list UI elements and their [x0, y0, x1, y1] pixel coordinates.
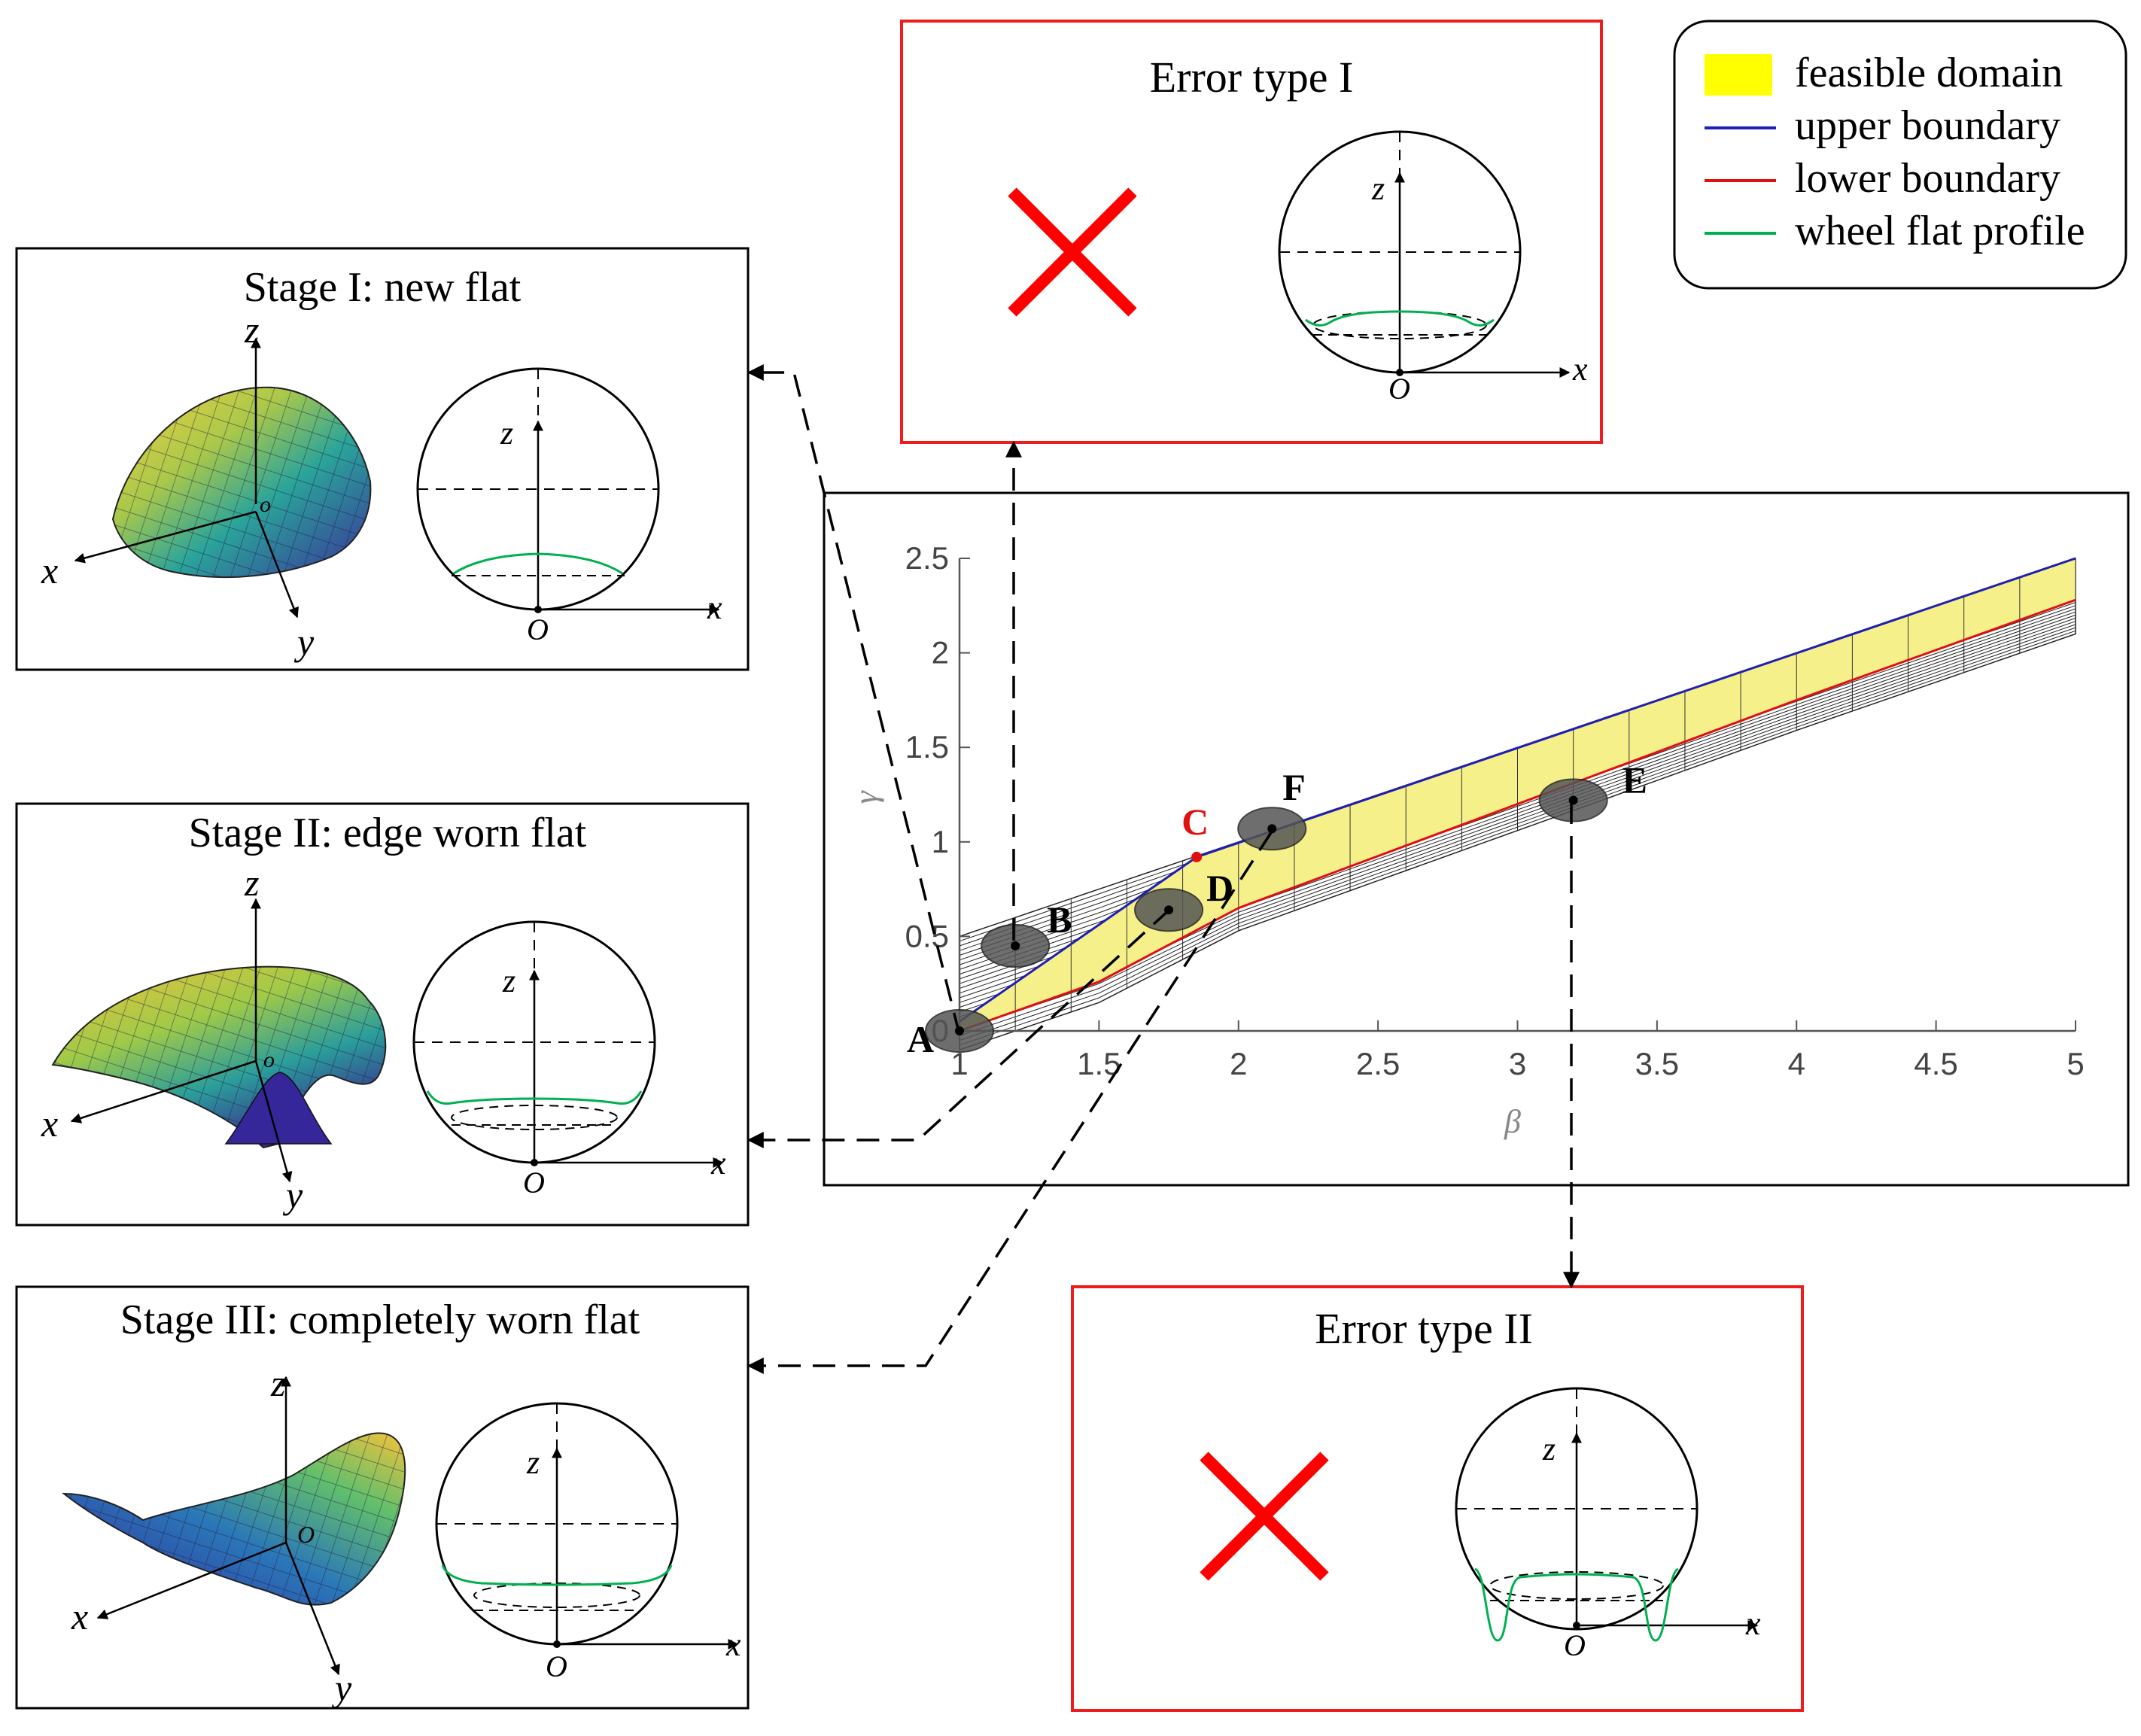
stage1-wheel-origin: O — [527, 613, 549, 646]
stage1-origin-label: o — [260, 492, 271, 517]
legend-label-upper: upper boundary — [1795, 102, 2060, 149]
stage2-y-label: y — [282, 1174, 303, 1216]
error2-wheel: z O x — [1455, 1387, 1761, 1662]
stage2-title: Stage II: edge worn flat — [189, 810, 587, 856]
stage2-wheel-x: x — [710, 1145, 726, 1181]
y-tick-label: 2.5 — [905, 540, 949, 576]
stage1-wheel-x: x — [707, 589, 722, 626]
stage2-surface: z x y o — [41, 862, 387, 1216]
x-tick-label: 3.5 — [1635, 1046, 1679, 1081]
panel-error-type-2: Error type II z O x — [1071, 1285, 1804, 1712]
connector-d-stage2 — [747, 908, 1172, 1148]
error1-origin-label: O — [1388, 372, 1410, 406]
stage3-y-label: y — [331, 1667, 352, 1709]
connectors — [747, 364, 1580, 1374]
panel-stage-2: Stage II: edge worn flat z x y o z O x — [15, 802, 750, 1227]
legend-swatch-feasible — [1705, 54, 1772, 96]
error1-title: Error type I — [1150, 53, 1354, 102]
legend-frame — [1673, 20, 2127, 290]
y-tick-label: 0.5 — [905, 918, 949, 953]
connector-f-stage3 — [747, 831, 1273, 1374]
error1-cross-icon — [1008, 187, 1137, 317]
x-tick-label: 1 — [950, 1046, 968, 1081]
panel-error-type-1: Error type I z O x — [900, 20, 1603, 444]
chart-ylabel: γ — [847, 790, 884, 804]
stage2-wheel-z: z — [502, 962, 515, 999]
point-label-c: C — [1182, 801, 1209, 843]
error1-wheel: z O x — [1278, 130, 1588, 406]
x-tick-label: 2.5 — [1356, 1046, 1400, 1081]
stage2-wheel: z O x — [412, 920, 726, 1199]
stage3-wheel-z: z — [526, 1444, 540, 1481]
error2-title: Error type II — [1315, 1304, 1533, 1353]
point-label-f: F — [1282, 766, 1306, 808]
stage3-origin-label: O — [297, 1521, 315, 1548]
error2-frame — [1071, 1285, 1804, 1712]
error2-x-label: x — [1745, 1605, 1761, 1642]
point-b — [1011, 941, 1020, 950]
connector-a-stage1 — [747, 364, 961, 1035]
legend-label-feasible: feasible domain — [1795, 50, 2063, 96]
stage1-surface: z x y o — [41, 309, 372, 663]
x-tick-label: 2 — [1230, 1046, 1247, 1081]
y-tick-label: 1 — [932, 824, 949, 859]
stage3-surface: z x y O — [62, 1362, 406, 1709]
stage3-title: Stage III: completely worn flat — [120, 1297, 640, 1343]
stage1-wheel: z O x — [416, 367, 722, 646]
point-label-d: D — [1206, 867, 1233, 909]
stage1-y-label: y — [293, 621, 315, 663]
stage3-wheel-origin: O — [546, 1649, 567, 1683]
x-tick-label: 4.5 — [1914, 1046, 1957, 1081]
legend: feasible domain upper boundary lower bou… — [1673, 20, 2127, 290]
error2-cross-icon — [1200, 1452, 1329, 1581]
error2-z-label: z — [1542, 1430, 1556, 1467]
error1-z-label: z — [1371, 170, 1385, 207]
point-label-b: B — [1047, 898, 1072, 941]
y-tick-label: 1.5 — [905, 729, 949, 765]
x-tick-label: 3 — [1509, 1046, 1526, 1081]
stage2-z-label: z — [244, 862, 259, 904]
stage1-z-label: z — [244, 309, 259, 351]
stage3-wheel: z O x — [435, 1402, 741, 1683]
lower-boundary-line — [959, 598, 2076, 1032]
x-tick-label: 4 — [1788, 1046, 1805, 1081]
chart-xlabel: β — [1504, 1103, 1521, 1140]
panel-stage-1: Stage I: new flat z x y o z O x — [15, 247, 750, 671]
stage2-x-label: x — [41, 1102, 58, 1145]
point-label-a: A — [907, 1018, 934, 1060]
stage3-x-label: x — [71, 1595, 88, 1637]
stage1-x-label: x — [41, 549, 58, 591]
stage1-frame — [15, 247, 750, 671]
stage1-wheel-z: z — [500, 415, 513, 451]
stage3-wheel-x: x — [725, 1626, 741, 1663]
stage2-origin-label: o — [263, 1047, 275, 1072]
point-c — [1191, 851, 1203, 862]
y-tick-label: 2 — [932, 635, 949, 670]
error1-x-label: x — [1572, 351, 1588, 388]
point-label-e: E — [1622, 759, 1647, 801]
error2-origin-label: O — [1564, 1628, 1586, 1662]
panel-stage-3: Stage III: completely worn flat z x y O … — [15, 1285, 750, 1710]
point-f — [1267, 824, 1277, 834]
stage3-z-label: z — [270, 1362, 285, 1404]
legend-label-flat: wheel flat profile — [1795, 208, 2085, 254]
stage1-title: Stage I: new flat — [244, 264, 522, 311]
legend-label-lower: lower boundary — [1795, 155, 2060, 202]
x-tick-label: 5 — [2066, 1046, 2084, 1081]
stage2-wheel-origin: O — [523, 1166, 545, 1199]
